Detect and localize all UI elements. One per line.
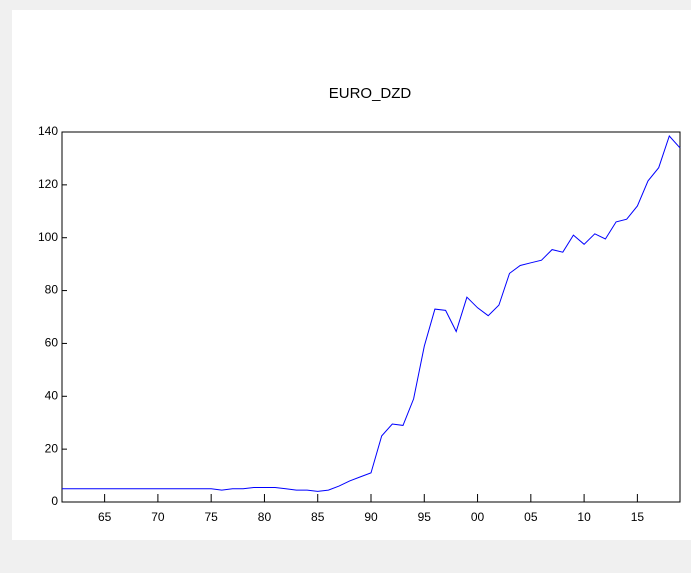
- chart-background: [12, 10, 691, 540]
- x-tick-label: 10: [577, 510, 591, 524]
- x-tick-label: 05: [524, 510, 538, 524]
- y-tick-label: 40: [45, 388, 59, 402]
- x-tick-label: 65: [98, 510, 112, 524]
- x-tick-label: 90: [364, 510, 378, 524]
- y-tick-label: 120: [38, 177, 58, 191]
- line-series: [62, 135, 681, 492]
- x-tick-label: 85: [311, 510, 325, 524]
- x-tick-label: 70: [151, 510, 165, 524]
- chart-title: EURO_DZD: [329, 85, 412, 102]
- x-tick-label: 00: [471, 510, 485, 524]
- x-tick-label: 75: [204, 510, 218, 524]
- y-tick-label: 80: [45, 283, 59, 297]
- y-tick-label: 20: [45, 441, 59, 455]
- y-tick-label: 0: [51, 494, 58, 508]
- y-tick-label: 100: [38, 230, 58, 244]
- x-tick-label: 80: [258, 510, 272, 524]
- y-tick-label: 60: [45, 336, 59, 350]
- y-tick-label: 140: [38, 124, 58, 138]
- x-tick-label: 15: [631, 510, 645, 524]
- x-tick-label: 95: [418, 510, 432, 524]
